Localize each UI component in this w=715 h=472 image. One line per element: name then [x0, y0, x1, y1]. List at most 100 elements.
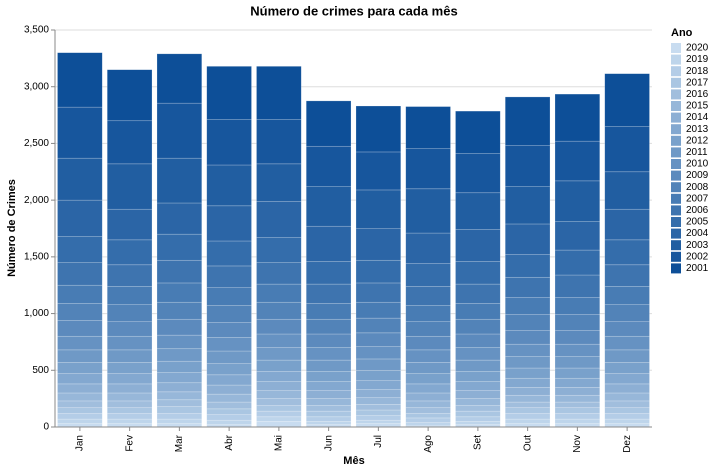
- bar-segment: [256, 65, 302, 120]
- legend-swatch: [671, 77, 681, 88]
- bar-segment: [57, 199, 103, 237]
- bar-segment: [156, 53, 203, 104]
- bar-segment: [355, 346, 402, 360]
- legend-label: 2008: [686, 182, 709, 193]
- bar-segment: [554, 314, 601, 331]
- bar-segment: [305, 303, 352, 320]
- x-tick-label: Jul: [373, 435, 384, 448]
- bar-segment: [405, 305, 451, 322]
- bar-segment: [355, 189, 402, 229]
- bar-segment: [554, 413, 601, 420]
- bar-segment: [355, 358, 402, 371]
- bar-segment: [355, 419, 402, 424]
- bar-segment: [554, 367, 601, 379]
- bar-segment: [156, 399, 203, 407]
- bar-segment: [206, 305, 252, 323]
- bar-segment: [106, 239, 153, 266]
- bar-segment: [554, 423, 601, 428]
- x-tick-label: Out: [522, 435, 533, 451]
- bar-segment: [57, 383, 103, 394]
- bar-segment: [206, 65, 252, 120]
- bar-segment: [57, 262, 103, 286]
- bar-segment: [305, 371, 352, 382]
- bar-segment: [305, 410, 352, 418]
- bar-segment: [554, 221, 601, 251]
- bar-segment: [156, 360, 203, 373]
- legend-label: 2020: [686, 43, 709, 54]
- bar-segment: [156, 282, 203, 303]
- bar-segment: [256, 301, 302, 320]
- legend-swatch: [671, 170, 681, 181]
- bar-segment: [604, 383, 650, 394]
- bar-segment: [355, 409, 402, 416]
- bar-segment: [504, 356, 551, 369]
- bar-segment: [355, 423, 402, 428]
- bar-segment: [405, 383, 451, 394]
- legend-label: 2006: [686, 205, 709, 216]
- bar-segment: [156, 418, 203, 424]
- bar-segment: [57, 52, 103, 108]
- bar-segment: [156, 233, 203, 261]
- bar-segment: [156, 157, 203, 204]
- bar-segment: [256, 359, 302, 372]
- bar-segment: [504, 330, 551, 345]
- legend-title: Ano: [671, 27, 693, 39]
- bar-segment: [355, 228, 402, 261]
- bar-segment: [504, 223, 551, 255]
- legend-label: 2012: [686, 135, 709, 146]
- y-tick-label: 1,000: [24, 308, 49, 319]
- bar-segment: [405, 232, 451, 264]
- bar-segment: [206, 350, 252, 364]
- bar-segment: [604, 413, 650, 420]
- bar-segment: [57, 157, 103, 201]
- bar-segment: [156, 423, 203, 428]
- x-tick-label: Ago: [423, 435, 434, 453]
- bar-segment: [57, 413, 103, 420]
- bar-segment: [206, 119, 252, 166]
- bar-segment: [256, 333, 302, 348]
- bar-segment: [405, 417, 451, 423]
- legend-swatch: [671, 43, 681, 53]
- x-tick-label: Jan: [75, 435, 86, 451]
- bar-segment: [106, 407, 153, 414]
- bar-segment: [206, 265, 252, 288]
- bar-segment: [504, 423, 551, 428]
- legend-swatch: [671, 240, 681, 251]
- bar-segment: [455, 405, 501, 412]
- bar-segment: [554, 140, 601, 182]
- bar-segment: [355, 389, 402, 398]
- bar-segment: [405, 106, 451, 149]
- bar-segment: [455, 303, 501, 320]
- bar-segment: [504, 418, 551, 424]
- bar-segment: [305, 145, 352, 187]
- bar-segment: [504, 407, 551, 414]
- bar-segment: [405, 263, 451, 287]
- bar-segment: [256, 416, 302, 422]
- bar-segment: [305, 283, 352, 304]
- bar-segment: [206, 419, 252, 426]
- x-tick-label: Abr: [224, 434, 235, 450]
- bar-segment: [206, 337, 252, 352]
- bar-segment: [206, 363, 252, 376]
- bar-segment: [405, 362, 451, 374]
- bar-segment: [455, 421, 501, 426]
- bar-segment: [256, 283, 302, 303]
- bar-segment: [405, 392, 451, 402]
- legend-label: 2009: [686, 170, 709, 181]
- bar-segment: [156, 372, 203, 384]
- bar-segment: [554, 418, 601, 424]
- bar-segment: [554, 356, 601, 369]
- bar-segment: [504, 314, 551, 331]
- bar-segment: [106, 392, 153, 402]
- bar-segment: [604, 126, 650, 173]
- bar-segment: [604, 73, 650, 127]
- legend-label: 2015: [686, 101, 709, 112]
- bar-segment: [106, 373, 153, 385]
- bar-segment: [405, 335, 451, 351]
- legend-swatch: [671, 147, 681, 158]
- bar-segment: [206, 374, 252, 386]
- bar-segment: [504, 377, 551, 388]
- y-axis-title: Número de Crimes: [6, 179, 18, 277]
- y-tick-label: 3,500: [24, 25, 49, 36]
- bar-segment: [504, 186, 551, 225]
